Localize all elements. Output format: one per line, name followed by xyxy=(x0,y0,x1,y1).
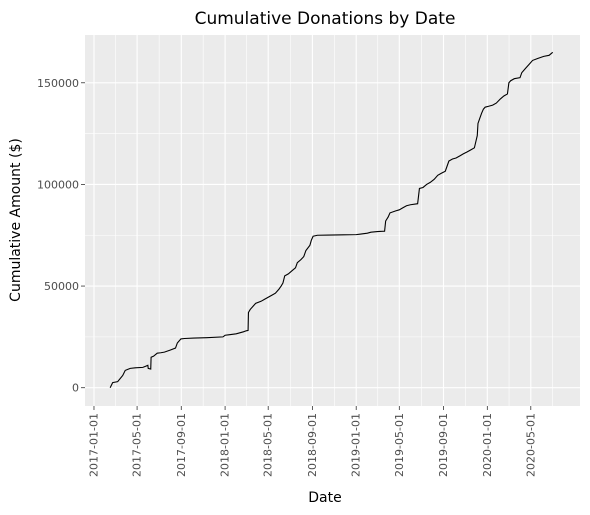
grid-minor xyxy=(85,35,580,406)
x-tick-label: 2018-09-01 xyxy=(306,413,319,477)
x-tick-label: 2018-05-01 xyxy=(262,413,275,477)
axis-ticks xyxy=(81,82,532,410)
y-tick-label: 150000 xyxy=(37,77,79,90)
y-tick-label: 100000 xyxy=(37,178,79,191)
x-tick-label: 2017-01-01 xyxy=(87,413,100,477)
x-tick-label: 2020-01-01 xyxy=(481,413,494,477)
x-tick-labels: 2017-01-01 2017-05-01 2017-09-01 2018-01-01… xyxy=(87,413,537,477)
y-axis-label: Cumulative Amount ($) xyxy=(8,138,24,302)
x-tick-label: 2017-09-01 xyxy=(175,413,188,477)
y-tick-label: 0 xyxy=(72,382,79,395)
x-tick-label: 2019-05-01 xyxy=(393,413,406,477)
series-line xyxy=(109,51,554,388)
y-tick-label: 50000 xyxy=(44,280,79,293)
grid-major xyxy=(85,35,580,406)
chart-title: Cumulative Donations by Date xyxy=(195,9,456,29)
x-tick-label: 2020-05-01 xyxy=(524,413,537,477)
plot-panel xyxy=(85,35,580,406)
x-tick-label: 2017-05-01 xyxy=(131,413,144,477)
x-tick-label: 2019-09-01 xyxy=(437,413,450,477)
x-tick-label: 2018-01-01 xyxy=(219,413,232,477)
y-tick-labels: 0 50000 100000 150000 xyxy=(37,77,79,395)
x-tick-label: 2019-01-01 xyxy=(350,413,363,477)
x-axis-label: Date xyxy=(308,490,341,506)
